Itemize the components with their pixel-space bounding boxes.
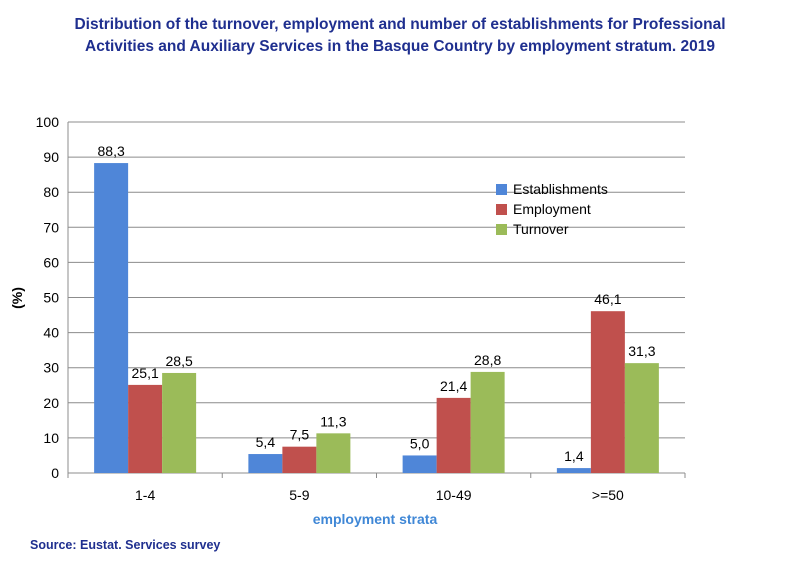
y-tick-label-60: 60 xyxy=(43,254,59,270)
y-tick-label-40: 40 xyxy=(43,325,59,341)
bar-establishments-10-49 xyxy=(402,455,437,473)
x-axis-ticks: 1-4 5-9 10-49 >=50 xyxy=(67,473,686,503)
legend: Establishments Employment Turnover xyxy=(496,181,608,237)
data-label-establishments-1-4: 88,3 xyxy=(98,143,125,159)
y-axis-ticks: 0 10 20 30 40 50 60 70 80 90 100 xyxy=(36,114,60,481)
x-tick-label-1-4: 1-4 xyxy=(135,487,155,503)
bar-establishments->=50 xyxy=(556,468,591,473)
data-label-employment-1-4: 25,1 xyxy=(132,365,159,381)
bar-turnover-5-9 xyxy=(316,433,351,473)
legend-label-turnover: Turnover xyxy=(513,221,569,237)
data-label-establishments-10-49: 5,0 xyxy=(410,435,430,451)
data-label-turnover-1-4: 28,5 xyxy=(166,353,193,369)
x-axis-label: employment strata xyxy=(313,511,438,527)
y-tick-label-100: 100 xyxy=(36,114,60,130)
y-tick-label-80: 80 xyxy=(43,184,59,200)
y-tick-label-10: 10 xyxy=(43,430,59,446)
legend-label-employment: Employment xyxy=(513,201,591,217)
y-tick-label-20: 20 xyxy=(43,395,59,411)
data-label-employment->=50: 46,1 xyxy=(594,291,621,307)
y-tick-label-70: 70 xyxy=(43,219,59,235)
data-label-turnover-5-9: 11,3 xyxy=(320,413,346,429)
chart-title-line-2: Activities and Auxiliary Services in the… xyxy=(85,38,715,55)
source-note: Source: Eustat. Services survey xyxy=(30,538,221,552)
y-axis-label: (%) xyxy=(9,287,25,309)
bar-turnover-10-49 xyxy=(470,371,505,473)
x-tick-label-10-49: 10-49 xyxy=(436,487,472,503)
data-label-turnover-10-49: 28,8 xyxy=(474,352,501,368)
x-tick-label->=50: >=50 xyxy=(592,487,624,503)
bar-employment->=50 xyxy=(590,311,625,473)
chart-title: Distribution of the turnover, employment… xyxy=(20,14,780,58)
x-tick-label-5-9: 5-9 xyxy=(289,487,309,503)
data-label-turnover->=50: 31,3 xyxy=(628,343,655,359)
bar-series xyxy=(94,163,659,473)
legend-label-establishments: Establishments xyxy=(513,181,608,197)
bar-turnover->=50 xyxy=(624,363,659,473)
y-tick-label-30: 30 xyxy=(43,360,59,376)
chart-title-line-1: Distribution of the turnover, employment… xyxy=(74,16,726,33)
data-label-employment-5-9: 7,5 xyxy=(290,427,310,443)
legend-swatch-turnover xyxy=(496,224,507,235)
legend-swatch-employment xyxy=(496,204,507,215)
bar-establishments-1-4 xyxy=(94,163,129,473)
y-tick-label-50: 50 xyxy=(43,290,59,306)
bar-turnover-1-4 xyxy=(162,372,197,473)
data-label-establishments-5-9: 5,4 xyxy=(256,434,276,450)
data-label-establishments->=50: 1,4 xyxy=(564,448,584,464)
legend-swatch-establishments xyxy=(496,184,507,195)
bar-employment-10-49 xyxy=(436,397,471,473)
y-tick-label-0: 0 xyxy=(51,465,59,481)
data-labels: 88,3 25,1 28,5 5,4 7,5 11,3 5,0 21,4 28,8 1,4 46,1… xyxy=(98,143,656,464)
bar-establishments-5-9 xyxy=(248,454,283,473)
bar-employment-1-4 xyxy=(128,384,163,473)
data-label-employment-10-49: 21,4 xyxy=(440,378,467,394)
bar-employment-5-9 xyxy=(282,446,317,473)
y-tick-label-90: 90 xyxy=(43,149,59,165)
